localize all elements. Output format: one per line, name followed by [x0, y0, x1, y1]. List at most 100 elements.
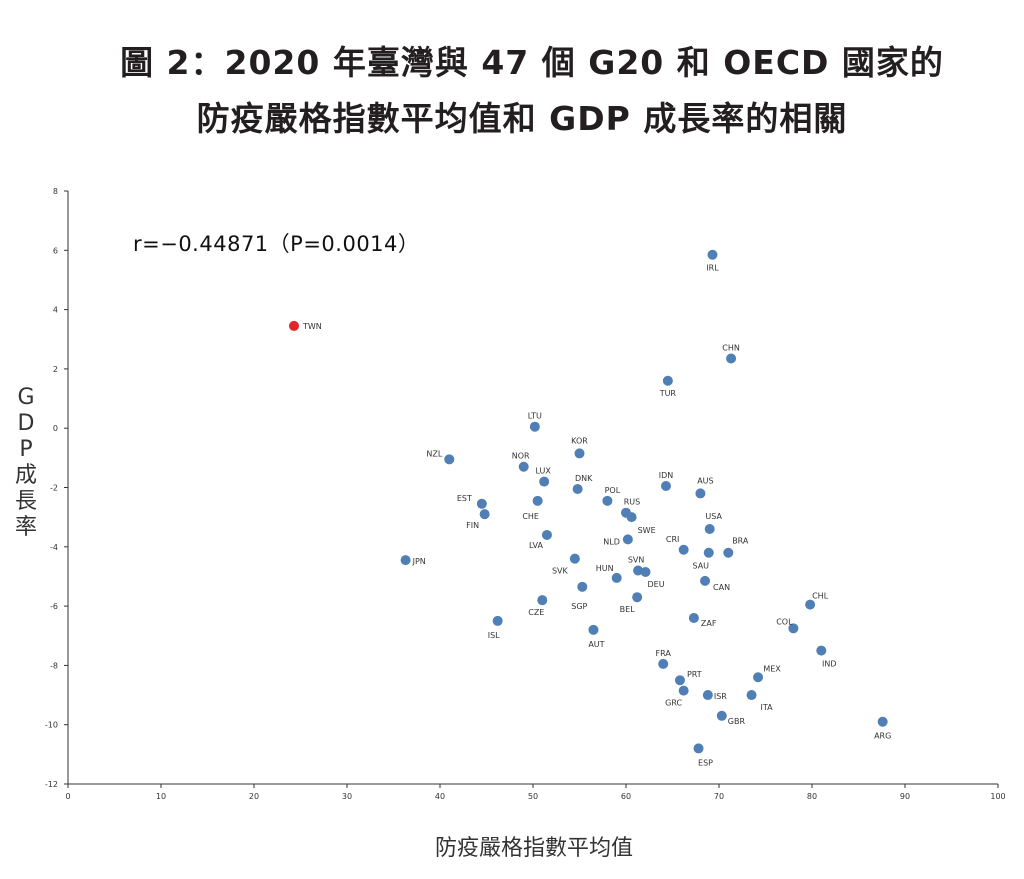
y-axis-label: G D P 成 長 率: [6, 385, 46, 541]
data-label-aus: AUS: [697, 476, 713, 485]
data-label-sgp: SGP: [571, 602, 587, 611]
data-point-ltu: [529, 421, 540, 432]
data-label-pol: POL: [605, 486, 621, 495]
data-label-idn: IDN: [659, 471, 674, 480]
data-label-swe: SWE: [638, 526, 656, 535]
data-label-twn: TWN: [302, 322, 322, 331]
data-label-isr: ISR: [714, 692, 727, 701]
x-tick-label: 40: [435, 792, 445, 801]
data-label-sau: SAU: [692, 562, 709, 571]
data-label-isl: ISL: [488, 631, 500, 640]
data-label-gbr: GBR: [728, 717, 746, 726]
data-point-idn: [660, 481, 671, 492]
correlation-annotation: r=−0.44871（P=0.0014）: [133, 232, 420, 256]
data-label-chn: CHN: [722, 344, 740, 353]
data-label-rus: RUS: [624, 498, 641, 507]
data-label-usa: USA: [705, 512, 722, 521]
data-point-bel: [632, 592, 643, 603]
x-tick-label: 20: [249, 792, 259, 801]
data-point-cze: [537, 595, 548, 606]
data-point-lux: [539, 476, 550, 487]
data-point-esp: [693, 743, 704, 754]
x-tick-label: 90: [900, 792, 910, 801]
data-point-cri: [678, 544, 689, 555]
data-label-nzl: NZL: [426, 449, 442, 458]
y-tick-label: -12: [45, 780, 58, 789]
data-point-che: [532, 495, 543, 506]
data-point-sgp: [577, 581, 588, 592]
data-point-aut: [588, 624, 599, 635]
y-tick-label: -4: [50, 543, 58, 552]
data-point-svn: [633, 565, 644, 576]
data-label-lux: LUX: [535, 467, 551, 476]
data-label-can: CAN: [713, 583, 730, 592]
data-label-svk: SVK: [552, 567, 569, 576]
y-axis-label-char: D: [17, 411, 35, 436]
data-point-usa: [704, 524, 715, 535]
data-point-dnk: [572, 483, 583, 494]
data-point-est: [476, 498, 487, 509]
data-label-hun: HUN: [596, 564, 614, 573]
data-point-tur: [662, 375, 673, 386]
x-tick-label: 10: [156, 792, 166, 801]
data-label-svn: SVN: [628, 556, 645, 565]
data-label-cri: CRI: [666, 535, 680, 544]
data-point-fra: [658, 658, 669, 669]
data-point-gbr: [716, 710, 727, 721]
y-axis-label-char: 成: [14, 463, 37, 488]
x-tick-label: 50: [528, 792, 538, 801]
data-point-mex: [753, 672, 764, 683]
data-point-deu: [640, 567, 651, 578]
data-point-hun: [611, 572, 622, 583]
data-label-prt: PRT: [687, 670, 702, 679]
x-tick-label: 100: [990, 792, 1005, 801]
data-point-nor: [518, 461, 529, 472]
data-label-chl: CHL: [812, 592, 829, 601]
data-point-svk: [569, 553, 580, 564]
data-point-grc: [678, 685, 689, 696]
data-point-ind: [816, 645, 827, 656]
data-point-swe: [626, 512, 637, 523]
data-point-can: [700, 575, 711, 586]
data-label-grc: GRC: [665, 699, 682, 708]
data-label-zaf: ZAF: [701, 619, 717, 628]
data-point-nld: [622, 534, 633, 545]
data-label-ita: ITA: [760, 703, 773, 712]
data-point-col: [788, 623, 799, 634]
y-axis-label-char: P: [19, 437, 33, 462]
data-label-nor: NOR: [512, 452, 530, 461]
data-point-lva: [541, 529, 552, 540]
x-axis-label: 防疫嚴格指數平均值: [434, 836, 633, 861]
data-label-fin: FIN: [466, 521, 479, 530]
y-tick-label: 0: [53, 424, 58, 433]
data-point-irl: [707, 249, 718, 260]
data-label-kor: KOR: [571, 436, 588, 445]
data-point-nzl: [444, 454, 455, 465]
data-label-ltu: LTU: [528, 412, 542, 421]
data-point-jpn: [400, 555, 411, 566]
data-label-irl: IRL: [706, 264, 719, 273]
y-tick-label: 6: [53, 246, 58, 255]
data-point-bra: [723, 547, 734, 558]
data-point-fin: [479, 509, 490, 520]
data-label-tur: TUR: [659, 389, 677, 398]
data-point-chn: [726, 353, 737, 364]
data-point-chl: [805, 599, 816, 610]
y-axis-label-char: G: [17, 385, 35, 410]
data-label-deu: DEU: [648, 580, 665, 589]
data-label-jpn: JPN: [412, 557, 426, 566]
y-tick-label: 8: [53, 187, 58, 196]
y-tick-label: -2: [50, 484, 58, 493]
y-axis-label-char: 率: [14, 515, 37, 540]
data-point-isl: [492, 615, 503, 626]
y-tick-label: -8: [50, 661, 58, 670]
data-label-mex: MEX: [763, 664, 781, 673]
data-label-col: COL: [776, 617, 793, 626]
data-label-nld: NLD: [603, 537, 620, 546]
y-tick-label: 4: [53, 306, 58, 315]
y-axis-label-char: 長: [14, 489, 37, 514]
data-label-aut: AUT: [588, 640, 604, 649]
y-tick-label: 2: [53, 365, 58, 374]
data-label-lva: LVA: [529, 541, 544, 550]
